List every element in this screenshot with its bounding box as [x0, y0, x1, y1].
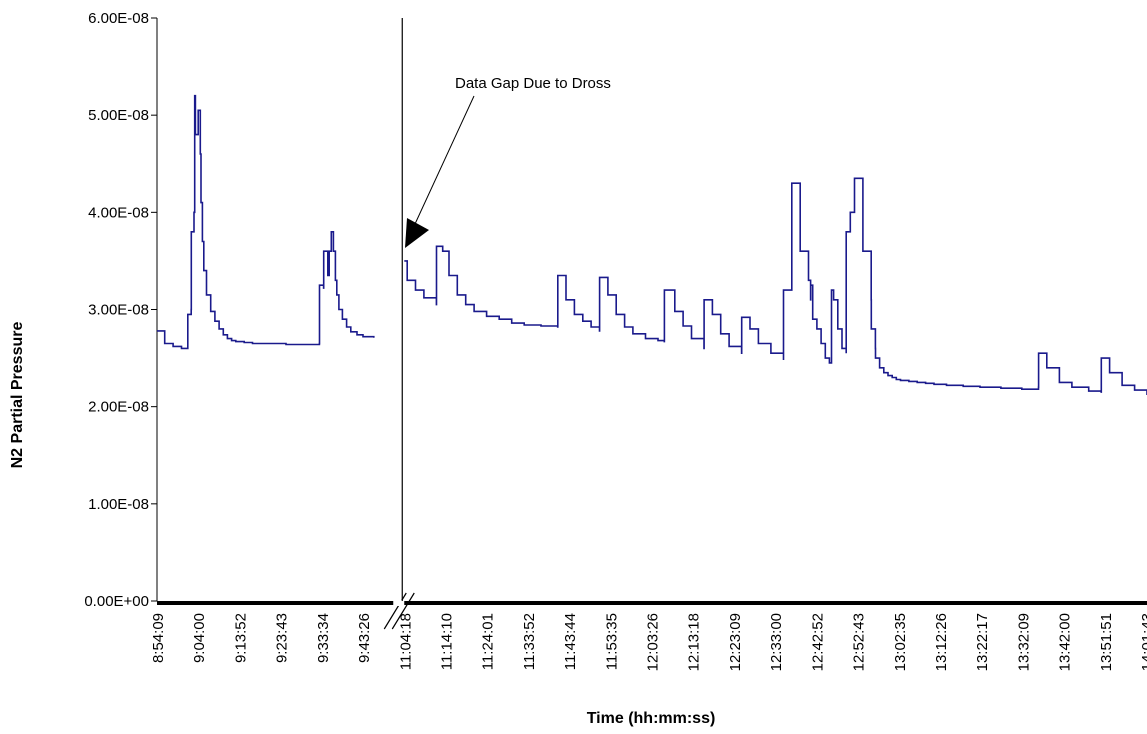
annotation-label: Data Gap Due to Dross: [455, 75, 611, 92]
x-tick-label: 9:23:43: [274, 613, 291, 663]
x-tick-label: 9:04:00: [191, 613, 208, 663]
x-tick-label: 13:51:51: [1098, 613, 1115, 671]
x-tick-label: 12:23:09: [727, 613, 744, 671]
x-tick-label: 11:04:18: [397, 613, 414, 670]
x-tick-label: 13:22:17: [974, 613, 991, 671]
y-tick-label: 2.00E-08: [88, 399, 149, 416]
axis-break-gap: [393, 600, 405, 606]
x-tick-label: 12:42:52: [809, 613, 826, 671]
x-tick-label: 12:52:43: [851, 613, 868, 671]
y-tick-label: 0.00E+00: [84, 593, 149, 610]
x-tick-label: 12:33:00: [768, 613, 785, 671]
x-tick-label: 11:43:44: [562, 613, 579, 670]
y-tick-label: 3.00E-08: [88, 302, 149, 319]
y-axis-title: N2 Partial Pressure: [9, 322, 26, 469]
x-tick-label: 11:24:01: [480, 613, 497, 670]
axis-break-mark: [391, 592, 415, 630]
x-tick-label: 11:53:35: [603, 613, 620, 670]
y-tick-label: 4.00E-08: [88, 204, 149, 221]
y-tick-label: 6.00E-08: [88, 10, 149, 27]
x-tick-label: 9:43:26: [356, 613, 373, 663]
x-axis-band: [157, 601, 1147, 605]
x-tick-label: 14:01:43: [1139, 613, 1147, 671]
x-tick-label: 9:33:34: [315, 613, 332, 663]
x-tick-label: 9:13:52: [232, 613, 249, 663]
annotation-arrow-line: [414, 95, 475, 225]
series-line-1: [157, 94, 375, 350]
x-tick-label: 13:12:26: [933, 613, 950, 671]
x-tick-label: 11:33:52: [521, 613, 538, 670]
annotation-arrowhead: [405, 218, 429, 248]
x-tick-label: 13:32:09: [1015, 613, 1032, 671]
y-axis: 0.00E+00 1.00E-08 2.00E-08 3.00E-08 4.00E-08…: [84, 10, 158, 610]
x-tick-label: 8:54:09: [150, 613, 167, 663]
x-tick-label: 12:03:26: [645, 613, 662, 671]
x-axis: 8:54:09 9:04:00 9:13:52 9:23:43 9:33:34 9:43:…: [150, 592, 1147, 671]
x-tick-label: 12:13:18: [686, 613, 703, 671]
plot-area: [157, 18, 1147, 601]
series-line-2: [404, 177, 1147, 395]
x-tick-label: 11:14:10: [438, 613, 455, 670]
y-tick-label: 1.00E-08: [88, 496, 149, 513]
y-tick-label: 5.00E-08: [88, 107, 149, 124]
x-axis-title: Time (hh:mm:ss): [587, 710, 716, 727]
x-tick-label: 13:42:00: [1057, 613, 1074, 671]
x-tick-label: 13:02:35: [892, 613, 909, 671]
